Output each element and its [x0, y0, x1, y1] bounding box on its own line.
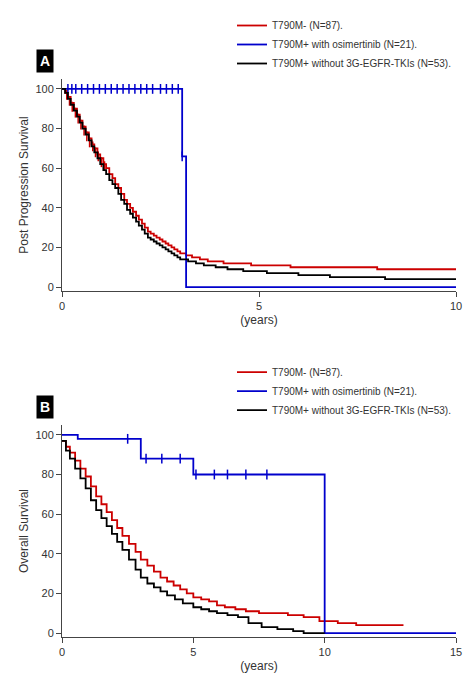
svg-text:40: 40 — [42, 548, 54, 560]
svg-text:100: 100 — [35, 83, 53, 95]
svg-text:80: 80 — [42, 122, 54, 134]
svg-text:(years): (years) — [240, 659, 277, 673]
svg-text:0: 0 — [59, 300, 65, 312]
svg-text:Post Progression Survival: Post Progression Survival — [17, 116, 31, 253]
svg-text:10: 10 — [450, 300, 462, 312]
svg-text:60: 60 — [42, 508, 54, 520]
svg-text:60: 60 — [42, 162, 54, 174]
svg-text:0: 0 — [48, 627, 54, 639]
svg-text:100: 100 — [35, 429, 53, 441]
svg-text:T790M- (N=87).: T790M- (N=87). — [272, 20, 343, 31]
svg-text:T790M- (N=87).: T790M- (N=87). — [272, 367, 343, 378]
svg-text:0: 0 — [59, 646, 65, 658]
svg-text:40: 40 — [42, 202, 54, 214]
svg-text:0: 0 — [48, 281, 54, 293]
svg-text:T790M+ without 3G-EGFR-TKIs (N: T790M+ without 3G-EGFR-TKIs (N=53). — [272, 58, 451, 69]
svg-text:T790M+ with osimertinib (N=21): T790M+ with osimertinib (N=21). — [272, 39, 417, 50]
svg-text:B: B — [40, 399, 50, 415]
svg-text:20: 20 — [42, 241, 54, 253]
svg-text:10: 10 — [319, 646, 331, 658]
svg-text:A: A — [40, 53, 50, 69]
svg-text:(years): (years) — [240, 313, 277, 327]
svg-text:Overall Survival: Overall Survival — [17, 489, 31, 573]
svg-text:T790M+ with osimertinib (N=21): T790M+ with osimertinib (N=21). — [272, 386, 417, 397]
svg-text:80: 80 — [42, 468, 54, 480]
svg-text:15: 15 — [450, 646, 462, 658]
svg-text:5: 5 — [256, 300, 262, 312]
svg-text:20: 20 — [42, 587, 54, 599]
svg-text:T790M+ without 3G-EGFR-TKIs (N: T790M+ without 3G-EGFR-TKIs (N=53). — [272, 405, 451, 416]
svg-text:5: 5 — [190, 646, 196, 658]
